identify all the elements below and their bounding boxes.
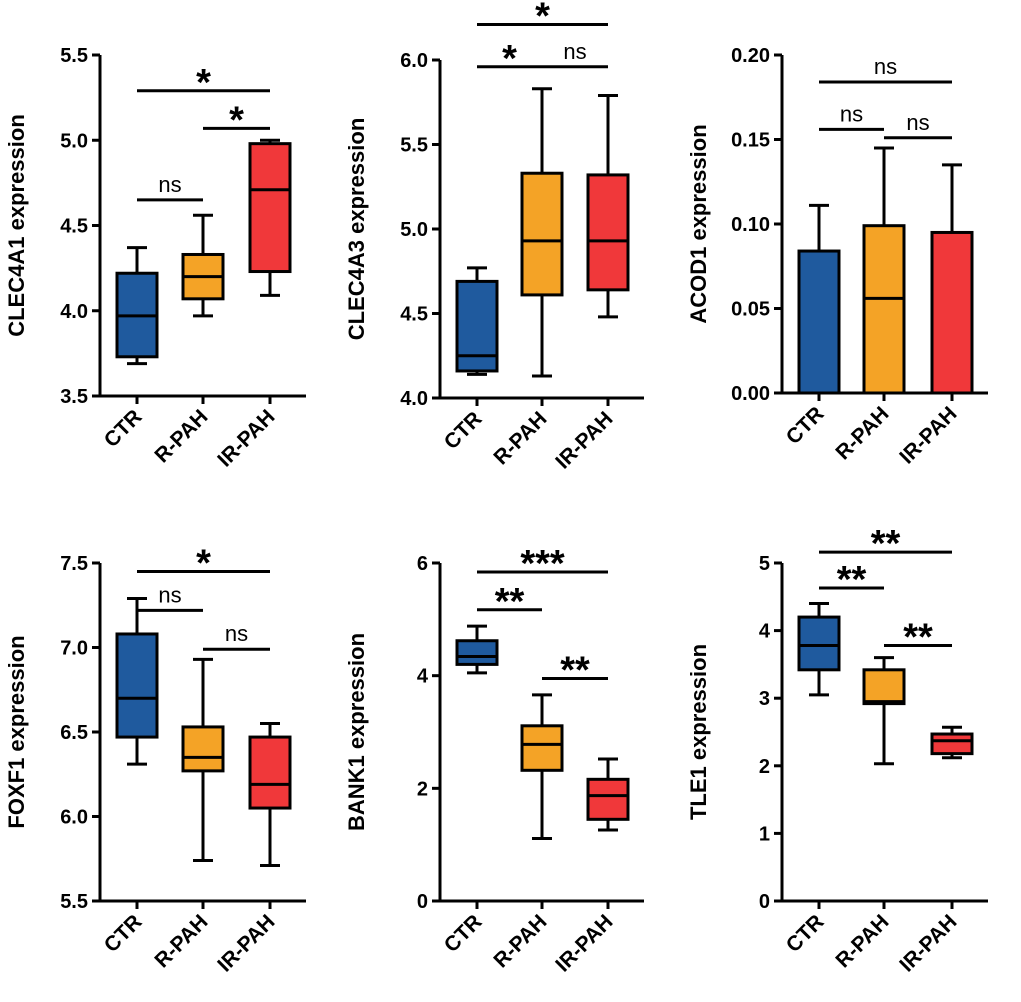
x-category-label: CTR — [440, 910, 487, 957]
y-tick-label: 0.10 — [731, 214, 770, 236]
y-tick-label: 5.0 — [60, 130, 88, 152]
y-tick-label: 5.0 — [400, 219, 428, 241]
x-category-label: R-PAH — [150, 405, 212, 467]
y-tick-label: 7.0 — [60, 638, 88, 660]
box-body — [797, 249, 841, 395]
x-category-label: CTR — [100, 405, 147, 452]
y-axis-title: BANK1 expression — [344, 633, 369, 831]
x-category-label: R-PAH — [831, 910, 893, 972]
y-axis-title: TLE1 expression — [686, 644, 711, 820]
x-category-label: R-PAH — [831, 402, 893, 464]
x-category-label: IR-PAH — [213, 910, 279, 976]
significance-label: * — [229, 99, 244, 141]
significance-label: ** — [837, 559, 867, 601]
y-axis-title: CLEC4A1 expression — [4, 114, 29, 337]
y-tick-label: 1 — [759, 823, 770, 845]
significance-label: ** — [495, 581, 525, 623]
significance-label: ns — [563, 39, 586, 64]
y-tick-label: 0.15 — [731, 130, 770, 152]
y-axis-title: CLEC4A3 expression — [344, 118, 369, 341]
significance-label: ns — [158, 582, 181, 607]
significance-label: ns — [840, 101, 863, 126]
chart-panel: 4.0 4.5 5.0 5.5 6.0 CLEC4A3 expression CTR R-PA… — [344, 0, 644, 474]
x-category-label: R-PAH — [489, 910, 551, 972]
x-category-label: CTR — [782, 910, 829, 957]
box-body — [520, 171, 564, 297]
box-body — [930, 732, 974, 756]
box-body — [930, 230, 974, 395]
significance-label: ** — [903, 616, 933, 658]
x-category-label: CTR — [440, 407, 487, 454]
x-category-label: R-PAH — [150, 910, 212, 972]
x-category-label: IR-PAH — [551, 910, 617, 976]
y-tick-label: 6.0 — [60, 807, 88, 829]
significance-label: ns — [906, 110, 929, 135]
box-body — [181, 725, 225, 773]
x-category-label: CTR — [100, 910, 147, 957]
chart-panel: 5.5 6.0 6.5 7.0 7.5 FOXF1 expression CTR R-PAH I… — [4, 542, 306, 977]
box-body — [520, 724, 564, 772]
x-category-label: R-PAH — [489, 407, 551, 469]
significance-label: *** — [520, 543, 565, 585]
y-tick-label: 4.5 — [400, 304, 428, 326]
box-body — [862, 668, 906, 706]
y-tick-label: 0.20 — [731, 45, 770, 67]
y-tick-label: 4.0 — [400, 388, 428, 410]
significance-label: ** — [560, 649, 590, 691]
box-body — [586, 173, 630, 292]
y-tick-label: 5.5 — [60, 891, 88, 913]
box-body — [455, 279, 499, 373]
box-body — [586, 777, 630, 821]
y-tick-label: 3 — [759, 688, 770, 710]
y-axis-title: FOXF1 expression — [4, 635, 29, 828]
significance-label: ns — [158, 172, 181, 197]
chart-panel: 0.00 0.05 0.10 0.15 0.20 ACOD1 expression CTR R… — [686, 45, 988, 469]
y-tick-label: 6 — [417, 553, 428, 575]
y-tick-label: 0 — [759, 891, 770, 913]
significance-label: ** — [871, 523, 901, 565]
y-tick-label: 7.5 — [60, 553, 88, 575]
chart-panel: 3.5 4.0 4.5 5.0 5.5 CLEC4A1 expression CTR R-PA… — [4, 45, 306, 472]
y-tick-label: 0.05 — [731, 299, 770, 321]
significance-label: ns — [874, 54, 897, 79]
y-tick-label: 2 — [417, 778, 428, 800]
x-category-label: IR-PAH — [895, 910, 961, 976]
x-category-label: IR-PAH — [895, 402, 961, 468]
box-body — [862, 224, 906, 395]
box-body — [248, 142, 292, 274]
y-tick-label: 4.5 — [60, 216, 88, 238]
box-body — [455, 639, 499, 666]
significance-label: * — [502, 38, 517, 80]
x-category-label: IR-PAH — [213, 405, 279, 471]
y-tick-label: 0.00 — [731, 383, 770, 405]
box-body — [797, 615, 841, 672]
y-tick-label: 4 — [417, 666, 429, 688]
y-axis-title: ACOD1 expression — [686, 124, 711, 323]
y-tick-label: 6.5 — [60, 722, 88, 744]
y-tick-label: 4.0 — [60, 301, 88, 323]
y-tick-label: 4 — [759, 621, 771, 643]
x-category-label: CTR — [782, 402, 829, 449]
y-tick-label: 5.5 — [60, 45, 88, 67]
y-tick-label: 3.5 — [60, 386, 88, 408]
y-tick-label: 0 — [417, 891, 428, 913]
x-category-label: IR-PAH — [551, 407, 617, 473]
box-body — [115, 632, 159, 739]
significance-label: * — [535, 0, 550, 38]
y-tick-label: 6.0 — [400, 50, 428, 72]
significance-label: * — [196, 542, 211, 584]
y-tick-label: 5.5 — [400, 135, 428, 157]
y-tick-label: 5 — [759, 553, 770, 575]
significance-label: * — [196, 62, 211, 104]
box-body — [248, 735, 292, 810]
significance-label: ns — [225, 621, 248, 646]
y-tick-label: 2 — [759, 756, 770, 778]
